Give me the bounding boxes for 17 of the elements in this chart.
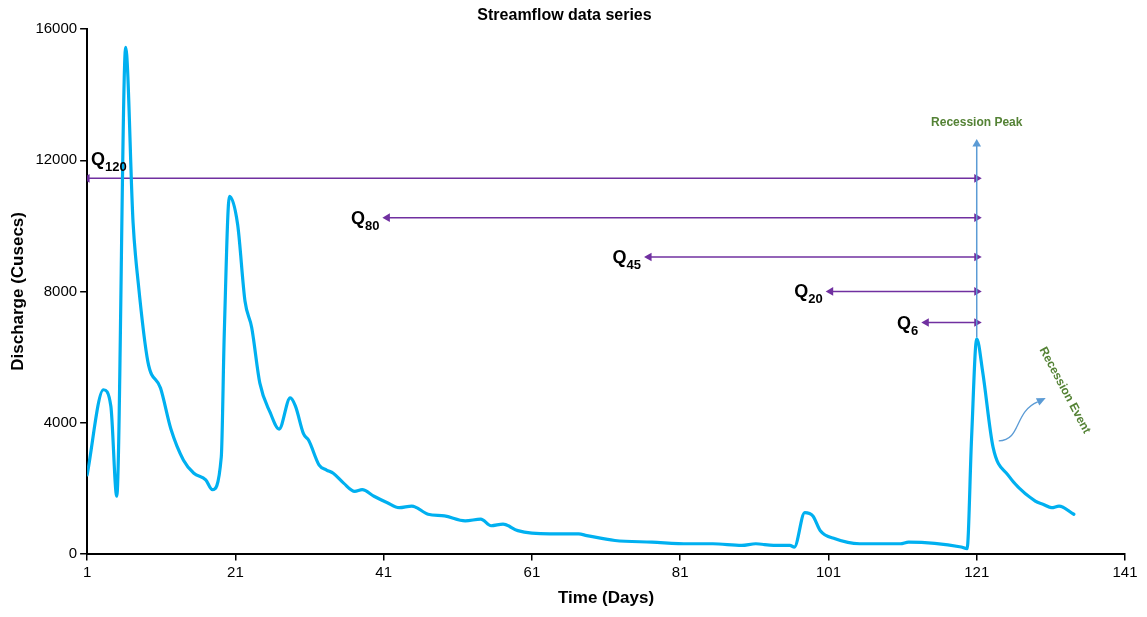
x-tick-label: 121	[964, 562, 990, 580]
y-tick-label: 0	[68, 543, 78, 561]
x-tick-label: 41	[375, 562, 392, 580]
chart-title: Streamflow data series	[477, 6, 652, 24]
x-tick-label: 141	[1112, 562, 1138, 580]
x-axis-title: Time (Days)	[558, 588, 655, 608]
y-tick-label: 8000	[43, 281, 78, 299]
x-tick-label: 1	[82, 562, 92, 580]
annotation: Recession Peak	[931, 114, 1023, 129]
y-tick-label: 16000	[35, 19, 78, 37]
x-tick-label: 61	[523, 562, 541, 580]
y-tick-label: 4000	[43, 412, 78, 430]
y-axis-title: Discharge (Cusecs)	[7, 212, 27, 371]
x-tick-label: 81	[671, 562, 689, 580]
x-tick-label: 21	[227, 562, 244, 580]
y-tick-label: 12000	[35, 150, 78, 168]
x-tick-label: 101	[815, 562, 841, 580]
